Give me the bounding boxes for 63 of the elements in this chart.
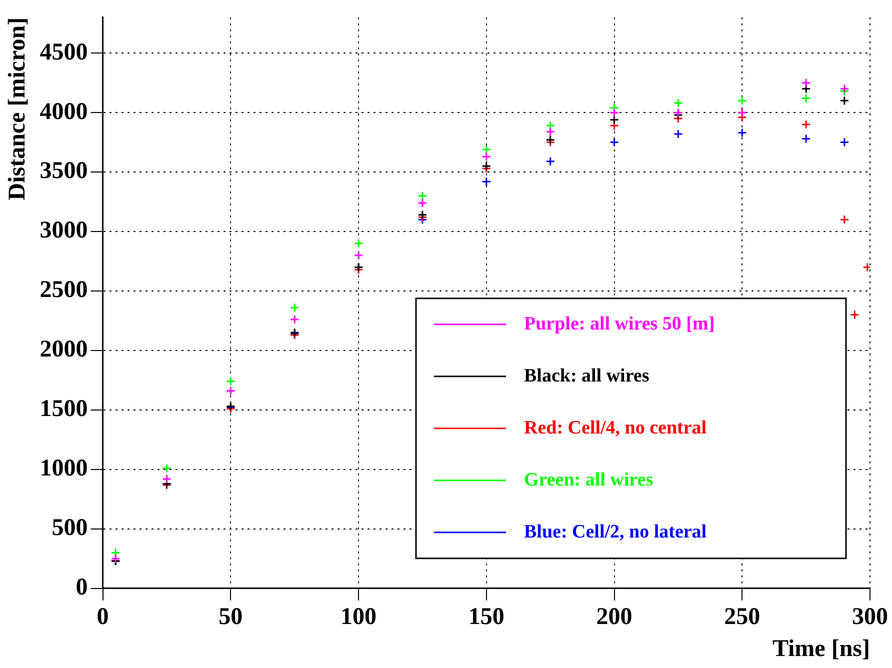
point <box>801 94 811 104</box>
y-tick-label: 3000 <box>40 218 88 244</box>
point <box>610 108 620 118</box>
point <box>673 108 683 118</box>
point <box>290 314 300 324</box>
point <box>610 114 620 124</box>
y-tick-label: 1000 <box>40 456 88 482</box>
point <box>482 161 492 171</box>
point <box>801 120 811 130</box>
point <box>226 376 236 386</box>
point <box>737 96 747 106</box>
point <box>162 474 172 484</box>
point <box>546 156 556 166</box>
x-tick-label: 200 <box>596 604 632 630</box>
x-tick-label: 250 <box>724 604 760 630</box>
y-tick-label: 1500 <box>40 396 88 422</box>
y-tick-label: 3500 <box>40 158 88 184</box>
y-tick-label: 4500 <box>40 39 88 66</box>
legend-label: Purple: all wires 50 [m] <box>524 313 715 334</box>
point <box>840 214 850 224</box>
y-tick-label: 2500 <box>40 277 88 304</box>
point <box>418 198 428 208</box>
x-tick-label: 300 <box>852 604 888 630</box>
point <box>354 238 364 248</box>
point <box>110 548 120 558</box>
point <box>546 120 556 130</box>
point <box>418 210 428 220</box>
point <box>110 554 120 564</box>
point <box>840 138 850 148</box>
point <box>801 134 811 144</box>
point <box>673 98 683 108</box>
legend-label: Red: Cell/4, no central <box>524 417 707 438</box>
point <box>850 310 860 320</box>
point <box>737 128 747 138</box>
point <box>482 176 492 186</box>
x-tick-label: 0 <box>96 604 109 630</box>
y-tick-label: 4000 <box>40 98 88 125</box>
point <box>610 120 620 130</box>
x-tick-label: 150 <box>468 604 504 630</box>
point <box>673 129 683 139</box>
point <box>801 78 811 88</box>
point <box>418 191 428 201</box>
y-tick-label: 0 <box>76 574 88 601</box>
point <box>482 152 492 162</box>
x-tick-label: 100 <box>340 604 377 630</box>
point <box>610 138 620 148</box>
point <box>840 96 850 106</box>
legend-label: Blue: Cell/2, no lateral <box>524 521 707 542</box>
point <box>546 135 556 145</box>
point <box>354 250 364 260</box>
point <box>482 144 492 154</box>
point <box>801 84 811 94</box>
y-tick-label: 2000 <box>40 336 88 363</box>
x-tick-label: 50 <box>218 604 243 630</box>
legend-label: Green: all wires <box>524 469 654 490</box>
y-axis-title: Distance [micron] <box>4 17 31 200</box>
legend-label: Black: all wires <box>524 365 650 386</box>
point <box>162 464 172 473</box>
point <box>226 386 236 396</box>
x-axis-title: Time [ns] <box>772 636 870 662</box>
point <box>290 302 300 312</box>
y-tick-label: 500 <box>52 515 88 542</box>
point <box>546 126 556 136</box>
